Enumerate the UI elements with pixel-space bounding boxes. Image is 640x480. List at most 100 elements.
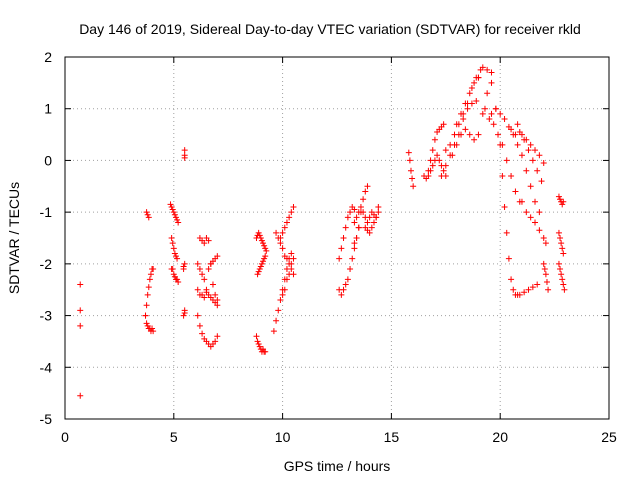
series-arc_21h_a [516,281,541,298]
data-point [453,121,460,128]
data-point [77,307,84,314]
data-point [277,297,284,304]
data-point [484,66,491,73]
data-point [373,214,380,221]
data-point [201,294,208,301]
data-point [168,203,175,210]
series-arc_3.8h_c [143,209,152,221]
y-tick-label: -5 [40,411,53,427]
data-point [170,271,177,278]
data-point [518,131,525,138]
x-tick-label: 10 [275,429,291,445]
data-point [542,271,549,278]
data-point [366,229,373,236]
data-point [142,312,149,319]
data-point [288,260,295,267]
series-arc_20h_c [514,121,547,167]
data-point [149,325,156,332]
data-point [538,178,545,185]
data-point [508,276,515,283]
data-point [150,328,157,335]
data-point [440,121,447,128]
data-point [212,338,219,345]
y-tick-label: 2 [44,49,52,65]
data-point [286,214,293,221]
data-point [560,198,567,205]
x-tick-label: 25 [601,429,617,445]
series-arc_5.5h [180,147,188,319]
data-point [344,214,351,221]
data-point [406,157,413,164]
data-point [199,330,206,337]
data-point [466,131,473,138]
data-point [466,90,473,97]
data-point [475,74,482,81]
data-point [263,247,270,254]
data-point [258,237,265,244]
series-arc_10h_b [273,229,297,278]
data-point [194,260,201,267]
data-point [172,214,179,221]
data-point [479,110,486,117]
data-point [427,157,434,164]
data-point [370,219,377,226]
data-point [514,141,521,148]
data-point [527,183,534,190]
data-point [501,116,508,123]
series-arc_21h_b [518,198,549,247]
data-point [174,216,181,223]
series-arc_5h_c [168,266,182,285]
data-point [440,167,447,174]
y-tick-label: -3 [40,308,53,324]
data-point [347,209,354,216]
data-point [468,85,475,92]
data-point [555,193,562,200]
data-point [503,157,510,164]
data-point [429,147,436,154]
data-point [169,240,176,247]
data-point [529,284,536,291]
data-point [364,183,371,190]
series-arc_10h_c [277,203,297,241]
data-point [260,258,267,265]
data-point [540,160,547,167]
data-point [458,131,465,138]
data-point [543,278,550,285]
y-tick-label: -1 [40,204,53,220]
series-arc_17h_b [442,97,480,154]
data-point [449,152,456,159]
data-point [525,147,532,154]
data-point [351,219,358,226]
data-point [559,245,566,252]
data-point [442,162,449,169]
data-point [342,224,349,231]
series-arc_5h_b [168,235,181,262]
data-point [340,235,347,241]
series-arc_6.5h_d [194,253,221,301]
data-point [201,276,208,283]
data-point [471,79,478,86]
data-point [170,245,177,252]
data-point [357,209,364,216]
data-point [336,255,343,262]
data-point [523,167,530,174]
data-point [527,141,534,148]
data-point [171,250,178,257]
x-tick-label: 20 [492,429,508,445]
y-tick-label: -2 [40,256,53,272]
series-arc_9h_a [253,333,269,355]
data-point [357,203,364,210]
data-point [194,312,201,319]
data-point [532,219,539,226]
data-point [499,172,506,179]
data-point [270,328,277,335]
data-point [273,229,280,236]
grid-layer [65,57,609,419]
data-point [144,211,151,218]
data-point [175,278,182,285]
data-point [447,141,454,148]
data-point [257,263,264,270]
data-point [561,286,568,293]
data-point [351,240,358,247]
data-point [462,126,469,133]
